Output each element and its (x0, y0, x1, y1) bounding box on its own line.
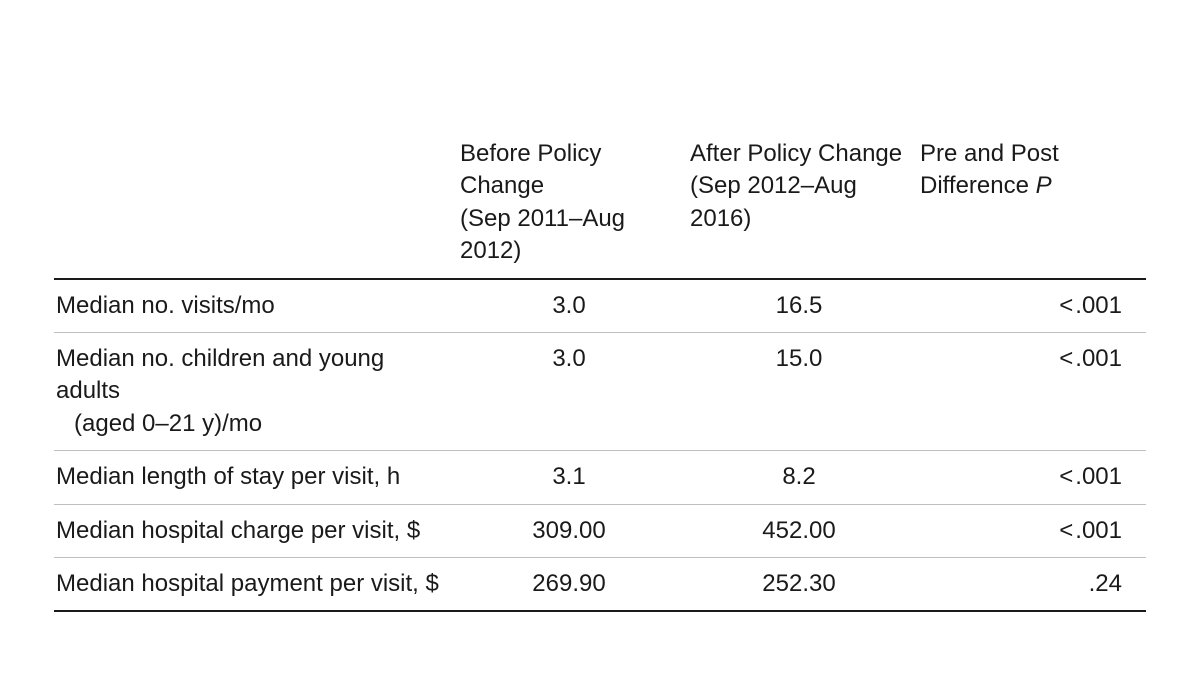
row-after: 452.00 (684, 504, 914, 557)
row-p: < .001 (914, 504, 1146, 557)
row-label-sub: (aged 0–21 y)/mo (56, 408, 448, 440)
header-after-line2: (Sep 2012–Aug 2016) (690, 170, 908, 235)
row-after: 16.5 (684, 279, 914, 333)
policy-change-table: Before Policy Change (Sep 2011–Aug 2012)… (54, 130, 1146, 612)
table-row: Median hospital payment per visit, $ 269… (54, 557, 1146, 611)
row-label: Median length of stay per visit, h (54, 451, 454, 504)
header-empty (54, 130, 454, 279)
row-label: Median hospital charge per visit, $ (54, 504, 454, 557)
row-label-main: Median hospital charge per visit, $ (56, 517, 420, 544)
row-before: 3.0 (454, 279, 684, 333)
table-row: Median no. visits/mo 3.0 16.5 < .001 (54, 279, 1146, 333)
header-before-line2: (Sep 2011–Aug 2012) (460, 203, 678, 268)
row-after: 8.2 (684, 451, 914, 504)
header-after: After Policy Change (Sep 2012–Aug 2016) (684, 130, 914, 279)
header-p: Pre and Post Difference P (914, 130, 1146, 279)
row-label: Median hospital payment per visit, $ (54, 557, 454, 611)
row-label-main: Median no. visits/mo (56, 292, 275, 319)
row-label: Median no. children and young adults (ag… (54, 332, 454, 450)
row-before: 309.00 (454, 504, 684, 557)
header-p-line2-ital: P (1036, 172, 1052, 199)
page: Before Policy Change (Sep 2011–Aug 2012)… (0, 0, 1200, 696)
row-label: Median no. visits/mo (54, 279, 454, 333)
table-body: Median no. visits/mo 3.0 16.5 < .001 Med… (54, 279, 1146, 612)
row-after: 15.0 (684, 332, 914, 450)
row-label-main: Median length of stay per visit, h (56, 463, 400, 490)
table-row: Median no. children and young adults (ag… (54, 332, 1146, 450)
row-before: 3.0 (454, 332, 684, 450)
header-after-line1: After Policy Change (690, 138, 908, 170)
row-after: 252.30 (684, 557, 914, 611)
row-label-main: Median no. children and young adults (56, 345, 384, 404)
header-before: Before Policy Change (Sep 2011–Aug 2012) (454, 130, 684, 279)
row-before: 269.90 (454, 557, 684, 611)
row-p: .24 (914, 557, 1146, 611)
header-p-line2: Difference P (920, 170, 1140, 202)
table-header-row: Before Policy Change (Sep 2011–Aug 2012)… (54, 130, 1146, 279)
header-p-line2-prefix: Difference (920, 172, 1036, 199)
row-p: < .001 (914, 332, 1146, 450)
table-row: Median hospital charge per visit, $ 309.… (54, 504, 1146, 557)
row-p: < .001 (914, 451, 1146, 504)
row-p: < .001 (914, 279, 1146, 333)
row-before: 3.1 (454, 451, 684, 504)
row-label-main: Median hospital payment per visit, $ (56, 570, 439, 597)
header-p-line1: Pre and Post (920, 138, 1140, 170)
header-before-line1: Before Policy Change (460, 138, 678, 203)
table-row: Median length of stay per visit, h 3.1 8… (54, 451, 1146, 504)
